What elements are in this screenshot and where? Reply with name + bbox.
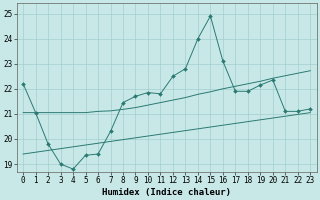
X-axis label: Humidex (Indice chaleur): Humidex (Indice chaleur) [102,188,231,197]
